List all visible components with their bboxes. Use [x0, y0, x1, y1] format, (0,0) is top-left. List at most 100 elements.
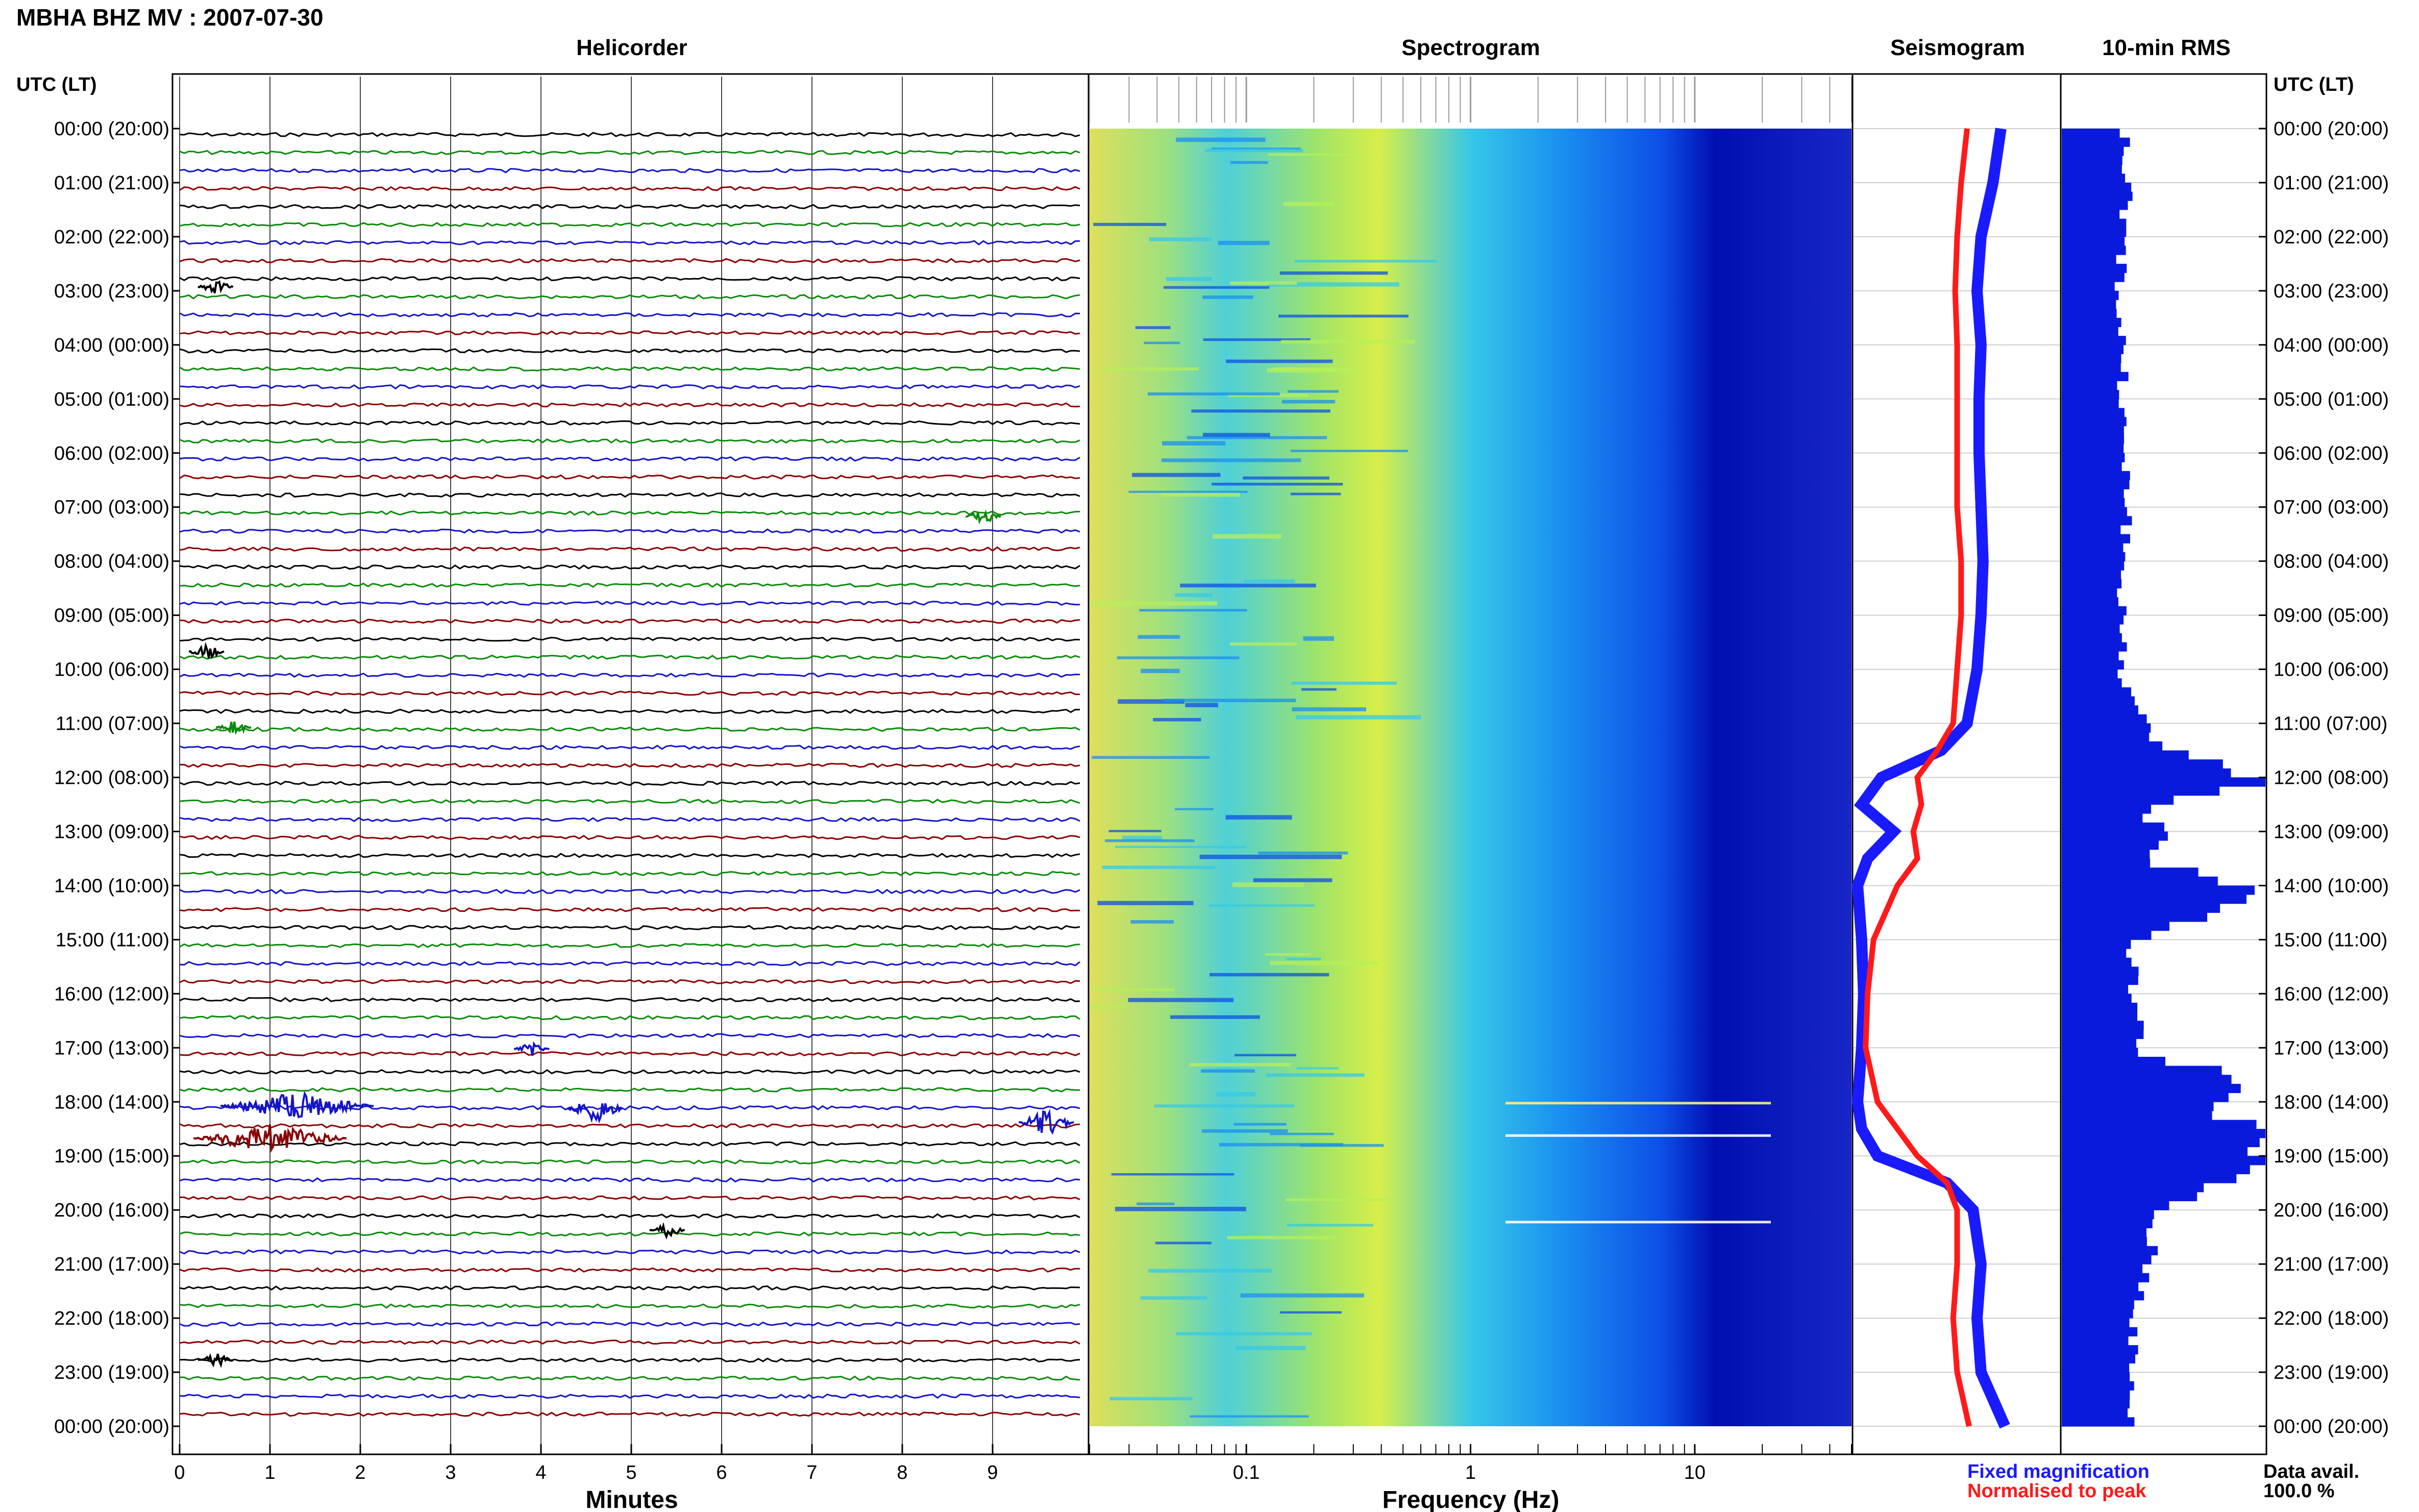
- helicorder-trace: [179, 1285, 1080, 1291]
- helicorder-trace: [179, 726, 1080, 732]
- rms-bar: [2062, 1264, 2143, 1274]
- helicorder-trace: [179, 150, 1080, 155]
- spectrogram-streak: [1288, 390, 1339, 393]
- spectrogram-streak: [1232, 882, 1304, 887]
- helicorder-trace: [179, 276, 1080, 282]
- spectrogram-streak: [1286, 957, 1321, 960]
- time-tick-label: 21:00 (17:00): [54, 1254, 169, 1275]
- spectrogram-streak: [1154, 1104, 1295, 1108]
- rms-bar: [2062, 1110, 2212, 1121]
- helicorder-trace: [179, 564, 1080, 570]
- spectrogram-streak: [1205, 148, 1303, 153]
- rms-bar: [2062, 606, 2127, 616]
- rms-bar: [2062, 444, 2124, 454]
- spectrogram-streak: [1130, 920, 1174, 924]
- spectrogram-streak: [1208, 904, 1315, 907]
- helicorder-trace: [179, 997, 1080, 1003]
- rms-bar: [2062, 696, 2135, 706]
- rms-bar: [2062, 624, 2120, 634]
- spectrogram-streak: [1148, 1269, 1272, 1273]
- rms-bar: [2062, 588, 2117, 598]
- rms-bar: [2062, 1237, 2147, 1247]
- spectrogram-streak: [1229, 281, 1297, 285]
- spectrogram-streak: [1166, 277, 1212, 281]
- helicorder-trace: [179, 474, 1080, 480]
- spectrogram-streak: [1243, 579, 1295, 583]
- helicorder-trace: [179, 708, 1080, 714]
- rms-bar: [2062, 1129, 2265, 1138]
- spectrogram-streak: [1299, 1144, 1384, 1147]
- spectrogram-streak: [1267, 368, 1353, 373]
- helicorder-trace: [179, 1123, 1080, 1129]
- helicorder-trace: [179, 1087, 1080, 1093]
- spectrogram-streak: [1189, 1063, 1291, 1067]
- rms-bar: [2062, 561, 2125, 571]
- rms-bar: [2062, 1408, 2128, 1418]
- rms-bar: [2062, 1192, 2198, 1202]
- rms-bar: [2062, 480, 2130, 489]
- rms-bar: [2062, 813, 2143, 823]
- rms-bar: [2062, 687, 2132, 697]
- time-tick-label: 20:00 (16:00): [54, 1200, 169, 1221]
- spectrogram-streak: [1287, 1224, 1373, 1227]
- time-tick-label: 18:00 (14:00): [2274, 1092, 2389, 1113]
- seismic-event: [215, 721, 252, 735]
- rms-bar: [2062, 1093, 2229, 1102]
- rms-bar: [2062, 867, 2199, 877]
- spectrogram-title: Spectrogram: [1401, 35, 1540, 60]
- time-tick-label: 10:00 (06:00): [54, 659, 169, 681]
- spectrogram-streak: [1175, 808, 1214, 810]
- spectrogram-streak: [1141, 668, 1180, 674]
- rms-bar: [2062, 417, 2127, 427]
- time-tick-label: 16:00 (12:00): [2274, 983, 2389, 1005]
- spectrogram-event-line: [1505, 1221, 1771, 1224]
- time-tick-label: 03:00 (23:00): [54, 281, 169, 302]
- rms-bar: [2062, 786, 2220, 796]
- spectrogram-streak: [1229, 642, 1297, 646]
- time-tick-label: 15:00 (11:00): [2274, 929, 2387, 951]
- seismic-event: [188, 641, 225, 659]
- minute-tick-label: 5: [626, 1462, 636, 1483]
- rms-bar: [2062, 651, 2119, 661]
- rms-bar: [2062, 858, 2151, 868]
- helicorder-trace: [179, 888, 1080, 895]
- frequency-tick-label: 10: [1684, 1462, 1706, 1483]
- helicorder-trace: [179, 222, 1080, 228]
- helicorder-trace: [179, 1393, 1080, 1399]
- spectrogram-event-line: [1505, 1134, 1771, 1137]
- spectrogram-streak: [1176, 1332, 1312, 1335]
- rms-bar: [2062, 831, 2168, 841]
- spectrogram-streak: [1191, 409, 1330, 413]
- rms-bar: [2062, 885, 2255, 895]
- spectrogram-streak: [1270, 1132, 1334, 1135]
- spectrogram-streak: [1153, 717, 1201, 722]
- rms-bar: [2062, 344, 2124, 354]
- spectrogram-streak: [1090, 1005, 1126, 1009]
- spectrogram-streak: [1161, 492, 1240, 497]
- rms-bar: [2062, 895, 2247, 904]
- rms-bar: [2062, 381, 2117, 390]
- rms-bar: [2062, 1002, 2138, 1012]
- spectrogram-streak: [1139, 609, 1247, 612]
- helicorder-trace: [179, 204, 1080, 210]
- frequency-tick-label: 1: [1465, 1462, 1476, 1483]
- rms-bar: [2062, 1056, 2166, 1067]
- helicorder-trace: [179, 420, 1080, 426]
- rms-bar: [2062, 137, 2130, 147]
- time-tick-label: 10:00 (06:00): [2274, 659, 2389, 681]
- time-tick-label: 16:00 (12:00): [54, 983, 169, 1005]
- spectrogram-streak: [1132, 473, 1221, 477]
- helicorder-trace: [179, 1231, 1080, 1237]
- rms-bar: [2062, 804, 2152, 814]
- spectrogram-streak: [1147, 392, 1280, 395]
- spectrogram-streak: [1279, 271, 1388, 275]
- spectrogram-streak: [1227, 1235, 1337, 1240]
- rms-bar: [2062, 1137, 2260, 1148]
- helicorder-trace: [179, 330, 1080, 336]
- spectrogram-streak: [1219, 1143, 1343, 1147]
- spectrogram-streak: [1155, 1242, 1212, 1245]
- helicorder-events: [188, 280, 1074, 1369]
- time-tick-label: 08:00 (04:00): [2274, 551, 2389, 573]
- helicorder-trace: [179, 871, 1080, 876]
- rms-bar: [2062, 840, 2159, 850]
